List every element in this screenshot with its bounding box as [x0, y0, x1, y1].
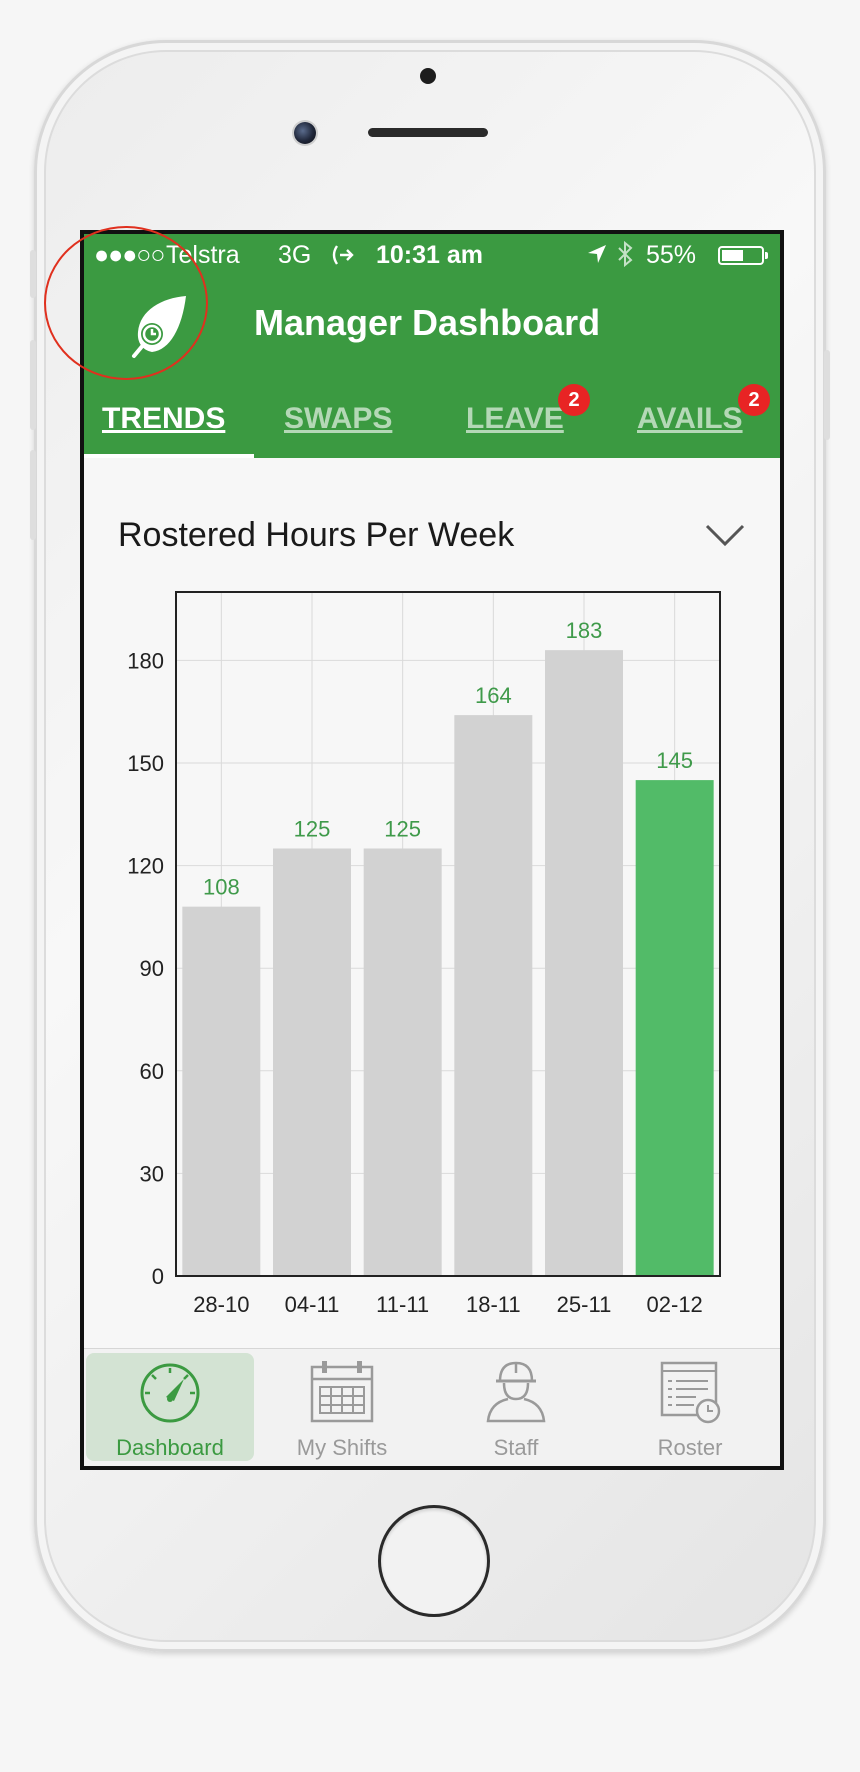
leave-count-badge: 2: [558, 384, 590, 416]
x-tick-label: 11-11: [376, 1292, 429, 1317]
plot-area: [176, 592, 720, 1276]
x-tick-label: 04-11: [285, 1292, 340, 1317]
trends-content: Rostered Hours Per Week 0 30 60 90 120 150 180…: [84, 458, 780, 1348]
chart-section-title: Rostered Hours Per Week: [118, 516, 515, 554]
proximity-sensor: [420, 68, 436, 84]
plot-frame: [175, 591, 721, 1277]
status-time: 10:31 am: [376, 241, 484, 269]
bar: [454, 715, 533, 1276]
location-arrow-icon: [588, 245, 606, 263]
x-tick-label: 25-11: [557, 1292, 612, 1317]
nav-staff[interactable]: Staff: [432, 1353, 600, 1461]
bar: [363, 848, 442, 1276]
tab-leave[interactable]: LEAVE: [466, 402, 564, 435]
nav-my-shifts[interactable]: My Shifts: [258, 1353, 426, 1461]
app-screen: ●●●○○ Telstra 3G 10:31 am 55%: [80, 230, 784, 1470]
bar-value-label: 145: [656, 748, 693, 773]
bar: [545, 650, 623, 1276]
bar: [273, 848, 351, 1276]
nav-dashboard-label: Dashboard: [116, 1435, 224, 1460]
volume-down-button: [30, 450, 36, 540]
y-tick-label: 30: [140, 1161, 164, 1186]
active-tab-indicator: [84, 454, 254, 459]
bar-value-label: 125: [384, 817, 421, 842]
chevron-down-icon[interactable]: [704, 522, 746, 548]
bar: [635, 780, 714, 1276]
y-tick-label: 90: [140, 956, 164, 981]
bluetooth-icon: [618, 241, 633, 267]
roster-clock-icon: [660, 1361, 721, 1424]
battery-icon: [718, 246, 768, 265]
mute-switch: [30, 250, 36, 298]
y-tick-label: 0: [152, 1264, 164, 1289]
hours-bar-chart: 0 30 60 90 120 150 180 108 28-10 125 04-11 125 11-11…: [127, 591, 721, 1317]
hardhat-worker-icon: [486, 1361, 546, 1423]
nav-staff-label: Staff: [493, 1435, 539, 1460]
y-tick-label: 150: [127, 751, 164, 776]
tab-avails[interactable]: AVAILS: [637, 402, 743, 435]
volume-up-button: [30, 340, 36, 430]
bar-value-label: 108: [203, 875, 240, 900]
annotation-circle: [44, 226, 208, 380]
nav-roster[interactable]: Roster: [606, 1353, 774, 1461]
y-tick-label: 120: [127, 854, 164, 879]
page-title: Manager Dashboard: [254, 302, 601, 343]
tab-swaps[interactable]: SWAPS: [284, 402, 393, 435]
network-type: 3G: [278, 241, 312, 269]
front-camera: [294, 122, 316, 144]
nav-my-shifts-label: My Shifts: [296, 1435, 388, 1460]
tab-bar: TRENDS SWAPS LEAVE 2 AVAILS 2: [84, 384, 780, 459]
tab-trends[interactable]: TRENDS: [102, 402, 226, 435]
y-tick-label: 60: [140, 1059, 164, 1084]
nav-dashboard[interactable]: Dashboard: [86, 1353, 254, 1461]
y-tick-label: 180: [127, 648, 164, 673]
call-forward-icon: [332, 245, 354, 265]
earpiece-speaker: [368, 128, 488, 137]
calendar-icon: [310, 1361, 374, 1423]
bar-value-label: 125: [294, 817, 331, 842]
bar: [182, 906, 261, 1276]
battery-percent: 55%: [646, 241, 697, 269]
nav-roster-label: Roster: [657, 1435, 723, 1460]
battery-level-fill: [722, 250, 743, 261]
bar-value-label: 164: [475, 683, 512, 708]
power-button: [824, 350, 830, 440]
avails-count-badge: 2: [738, 384, 770, 416]
x-tick-label: 28-10: [193, 1292, 249, 1317]
bar-value-label: 183: [566, 618, 603, 643]
x-tick-label: 18-11: [466, 1292, 521, 1317]
speedometer-icon: [140, 1363, 200, 1423]
x-tick-label: 02-12: [647, 1292, 703, 1317]
bottom-nav: Dashboard My Shifts: [84, 1348, 780, 1466]
home-button[interactable]: [378, 1505, 490, 1617]
